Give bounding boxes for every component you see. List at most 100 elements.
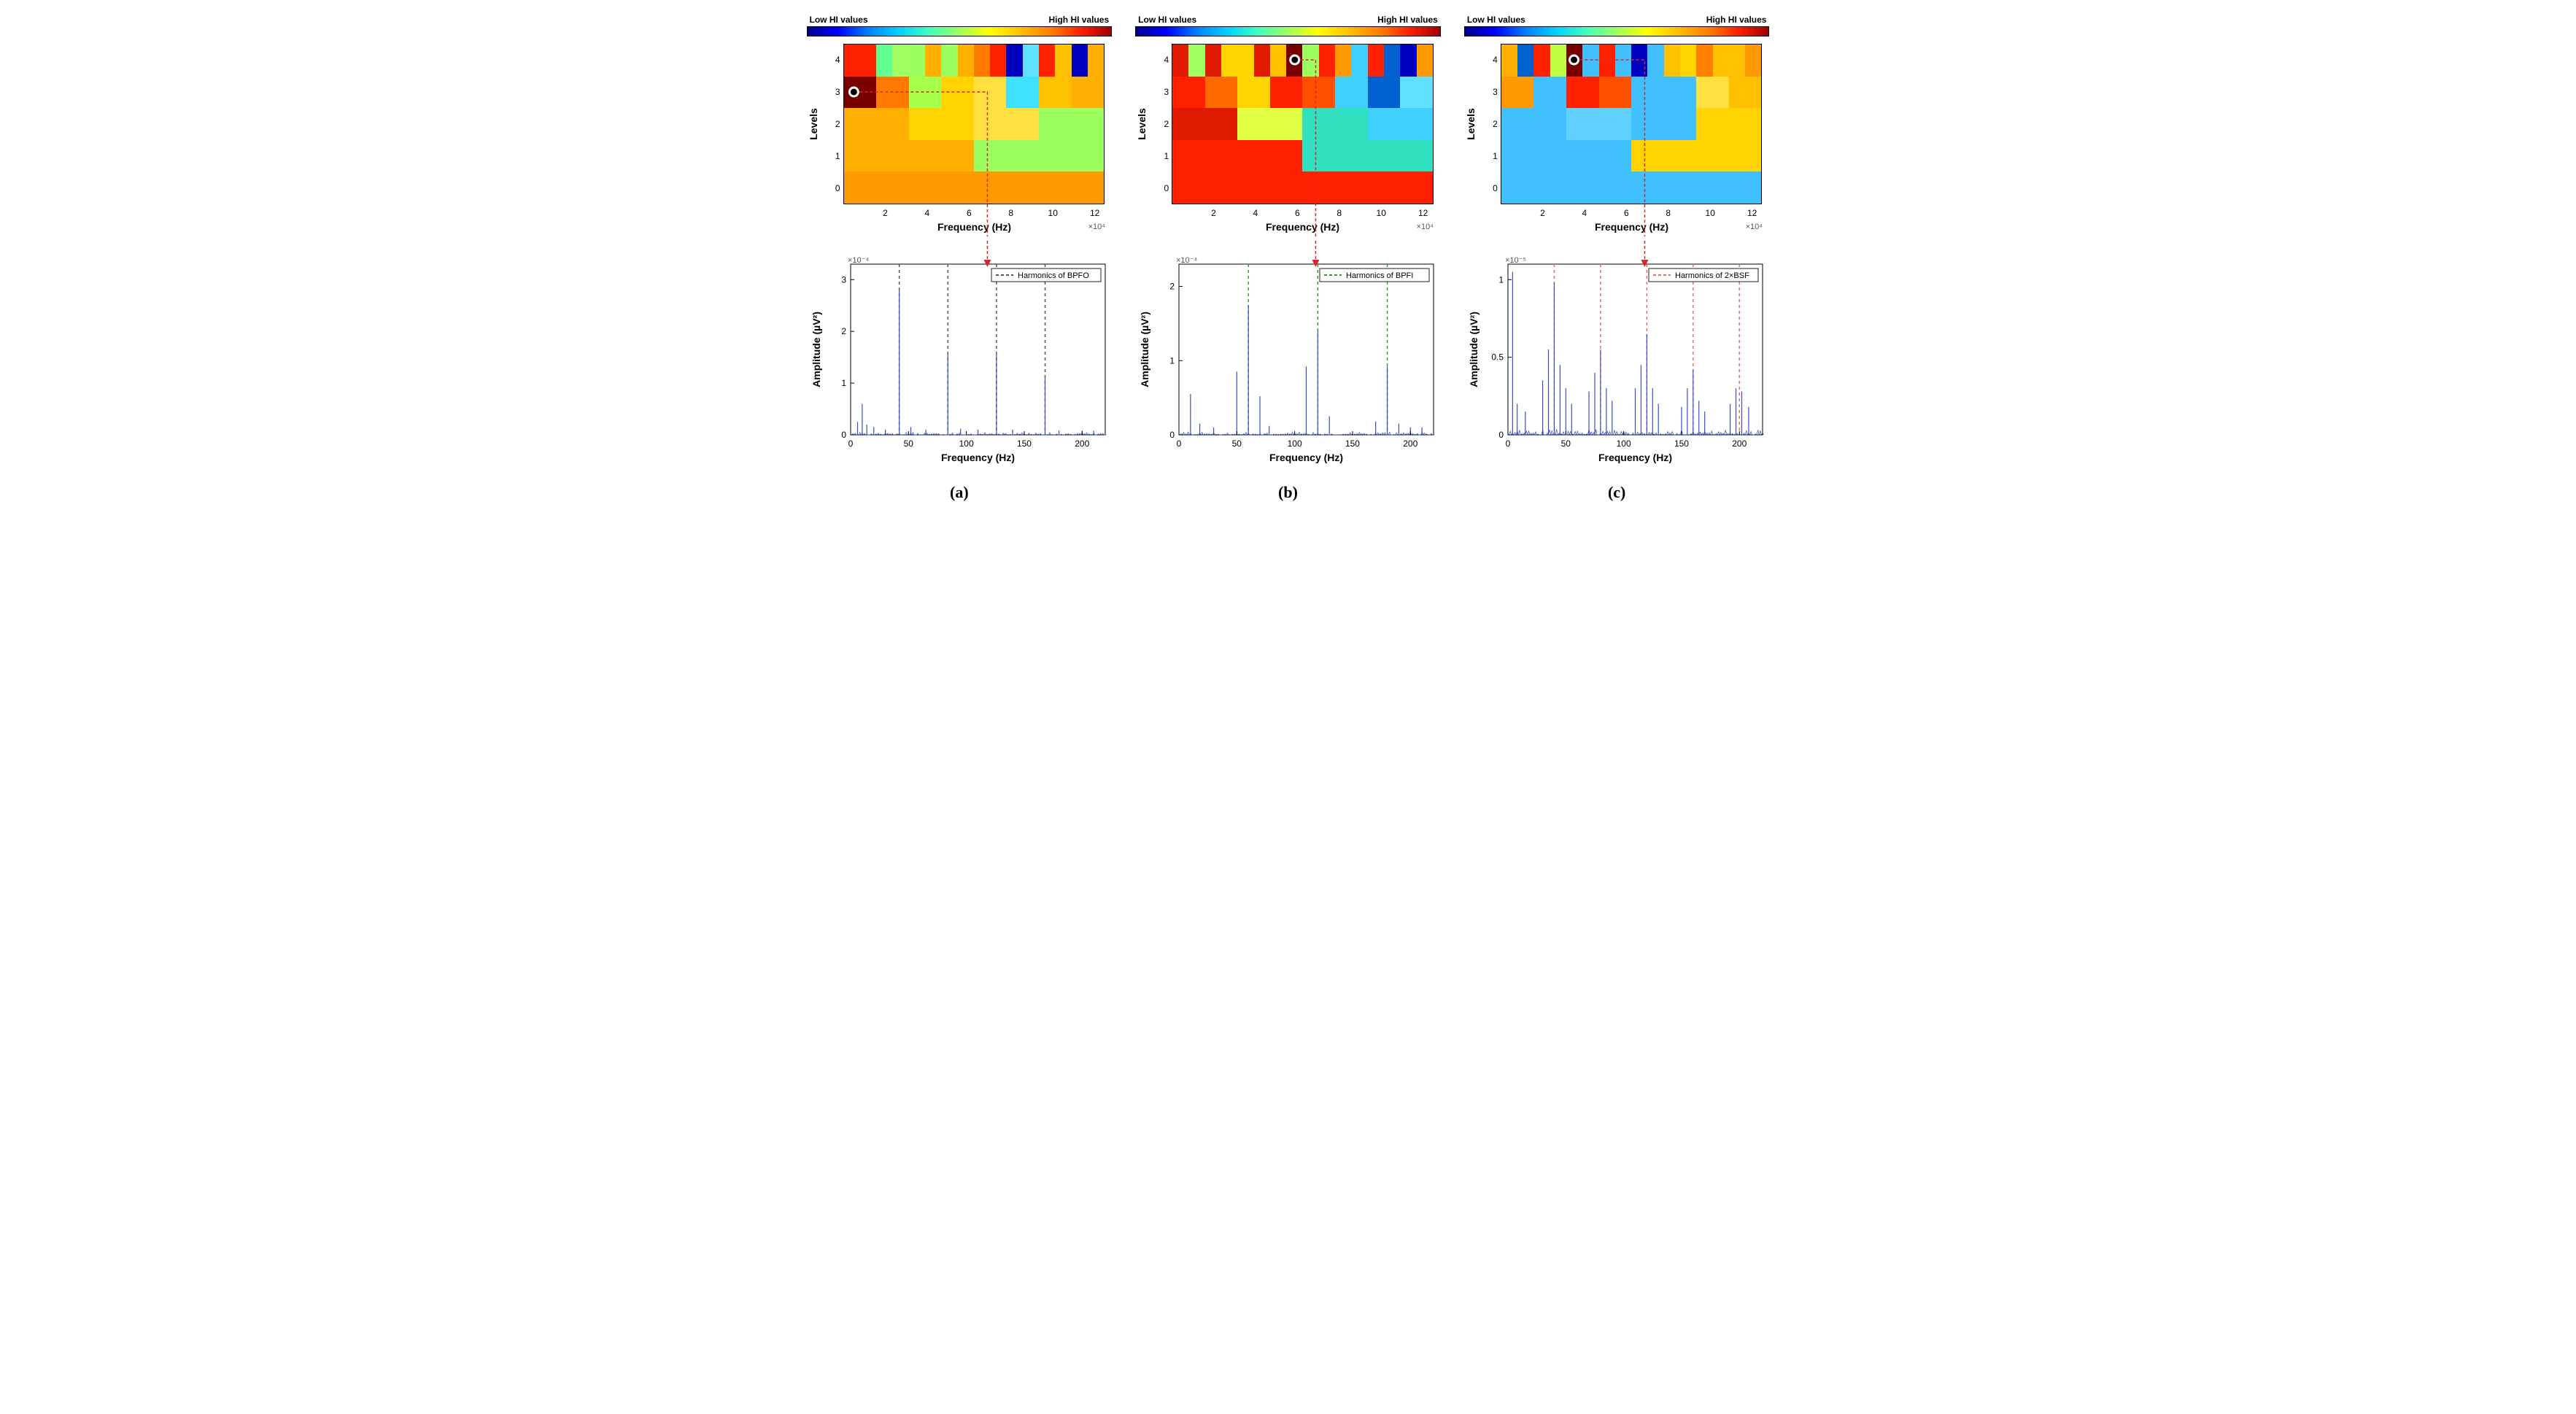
kurtogram-xtick: 4 bbox=[924, 208, 929, 218]
kurtogram-panel-c: Low HI valuesHigh HI values0123424681012… bbox=[1464, 15, 1770, 241]
spectrum-ytick: 0 bbox=[841, 430, 846, 440]
kurtogram-xtick: 4 bbox=[1253, 208, 1258, 218]
kurtogram-xtick: 8 bbox=[1666, 208, 1671, 218]
legend-text: Harmonics of BPFI bbox=[1346, 271, 1413, 280]
colorbar bbox=[1464, 26, 1770, 36]
colorbar-high-label: High HI values bbox=[1706, 15, 1767, 25]
colorbar bbox=[1135, 26, 1441, 36]
spectrum-xtick: 0 bbox=[1505, 439, 1510, 449]
kurtogram-xlabel: Frequency (Hz) bbox=[937, 221, 1010, 233]
kurtogram-xtick: 2 bbox=[1211, 208, 1216, 218]
kurtogram-overlay-svg: 2 4 6 8 10 12 Frequency (Hz) ×10⁴ Levels bbox=[1135, 36, 1441, 241]
spectrum-ytick: 2 bbox=[1169, 282, 1175, 292]
spectrum-ytick: 1 bbox=[1498, 274, 1504, 285]
subplot-caption-a: (a) bbox=[807, 483, 1113, 502]
colorbar-labels: Low HI values High HI values bbox=[1135, 15, 1441, 26]
colorbar-labels: Low HI valuesHigh HI values bbox=[1464, 15, 1770, 26]
spectrum-ylabel: Amplitude (µV²) bbox=[1139, 312, 1150, 387]
spectrum-ylabel: Amplitude (µV²) bbox=[811, 312, 822, 387]
kurtogram-xtick: 12 bbox=[1418, 208, 1428, 218]
spectrum-xtick: 0 bbox=[1177, 439, 1182, 449]
spectrum-xtick: 200 bbox=[1732, 439, 1747, 449]
spectrum-svg: 00.51050100150200Frequency (Hz)Amplitude… bbox=[1464, 252, 1770, 471]
selected-node-marker bbox=[1291, 55, 1299, 64]
spectrum-yexp: ×10⁻⁴ bbox=[1176, 256, 1197, 265]
kurtogram-ylabel: Levels bbox=[1136, 108, 1148, 140]
kurtogram-xtick: 12 bbox=[1747, 208, 1757, 218]
kurtogram-xtick: 6 bbox=[1624, 208, 1629, 218]
spectrum-xtick: 100 bbox=[1616, 439, 1631, 449]
kurtogram-xlabel: Frequency (Hz) bbox=[1266, 221, 1339, 233]
kurtogram-overlay-svg: 2 4 6 8 10 12 Frequency (Hz) ×10⁴ Levels bbox=[1464, 36, 1770, 241]
spectrum-xlabel: Frequency (Hz) bbox=[1269, 452, 1343, 463]
spectrum-xtick: 100 bbox=[959, 439, 973, 449]
spectrum-xlabel: Frequency (Hz) bbox=[1598, 452, 1672, 463]
kurtogram-xtick: 8 bbox=[1337, 208, 1342, 218]
spectrum-xtick: 50 bbox=[1560, 439, 1571, 449]
spectrum-svg: 0 1 2 3 0 50 100 150 200 Frequency (Hz) Amplitude … bbox=[807, 252, 1113, 471]
spectrum-svg: 0 1 2 0 50 100 150 200 Frequency (Hz) Amplitude (… bbox=[1135, 252, 1441, 471]
kurtogram-xtick: 6 bbox=[966, 208, 971, 218]
kurtogram-xtick: 8 bbox=[1008, 208, 1013, 218]
spectrum-xtick: 200 bbox=[1075, 439, 1089, 449]
spectrum-xtick: 150 bbox=[1674, 439, 1689, 449]
spectrum-panel-b: 0 1 2 0 50 100 150 200 Frequency (Hz) Amplitude (… bbox=[1135, 252, 1441, 471]
kurtogram-panel-b: Low HI valuesHigh HI values0123424681012… bbox=[1135, 15, 1441, 241]
subplot-caption-b: (b) bbox=[1135, 483, 1441, 502]
kurtogram-ylabel: Levels bbox=[1465, 108, 1477, 140]
spectrum-legend: Harmonics of 2×BSF bbox=[1649, 268, 1758, 282]
kurtogram-xexp: ×10⁴ bbox=[1088, 223, 1105, 231]
spectrum-xtick: 0 bbox=[848, 439, 853, 449]
spectrum-panel-c: 00.51050100150200Frequency (Hz)Amplitude… bbox=[1464, 252, 1770, 471]
spectrum-xtick: 50 bbox=[903, 439, 913, 449]
spectrum-yexp: ×10⁻⁴ bbox=[848, 256, 869, 265]
colorbar-high-label: High HI values bbox=[1048, 15, 1109, 25]
colorbar bbox=[807, 26, 1113, 36]
kurtogram-xtick: 10 bbox=[1048, 208, 1058, 218]
spectrum-xtick: 200 bbox=[1403, 439, 1417, 449]
connector-arrow-line bbox=[1579, 60, 1644, 236]
kurtogram-axes: 0123424681012Frequency (Hz)×10⁴Levels bbox=[807, 36, 1113, 241]
spectrum-ytick: 0 bbox=[1169, 430, 1175, 440]
kurtogram-xexp: ×10⁴ bbox=[1417, 223, 1434, 231]
spectrum-ytick: 2 bbox=[841, 326, 846, 336]
kurtogram-xtick: 12 bbox=[1089, 208, 1099, 218]
spectrum-plot-area bbox=[851, 264, 1105, 435]
kurtogram-axes: 0123424681012Frequency (Hz)×10⁴Levels bbox=[1135, 36, 1441, 241]
spectrum-xtick: 150 bbox=[1016, 439, 1031, 449]
kurtogram-xexp: ×10⁴ bbox=[1745, 223, 1763, 231]
colorbar-low-label: Low HI values bbox=[1138, 15, 1196, 25]
kurtogram-xtick: 6 bbox=[1295, 208, 1300, 218]
kurtogram-xtick: 2 bbox=[1540, 208, 1545, 218]
colorbar-high-label: High HI values bbox=[1377, 15, 1438, 25]
spectrum-ytick: 1 bbox=[1169, 355, 1175, 366]
spectrum-xtick: 150 bbox=[1345, 439, 1360, 449]
spectrum-panel-a: 0 1 2 3 0 50 100 150 200 Frequency (Hz) Amplitude … bbox=[807, 252, 1113, 471]
spectrum-xtick: 50 bbox=[1232, 439, 1242, 449]
spectrum-yexp: ×10⁻⁵ bbox=[1505, 256, 1526, 265]
spectrum-ylabel: Amplitude (µV²) bbox=[1468, 312, 1480, 387]
spectrum-xlabel: Frequency (Hz) bbox=[940, 452, 1014, 463]
spectrum-legend: Harmonics of BPFO bbox=[991, 268, 1101, 282]
kurtogram-overlay-svg: 24681012Frequency (Hz)×10⁴Levels bbox=[807, 36, 1113, 241]
spectrum-ytick: 3 bbox=[841, 274, 846, 285]
legend-text: Harmonics of 2×BSF bbox=[1675, 271, 1749, 280]
kurtogram-xtick: 10 bbox=[1377, 208, 1387, 218]
subplot-caption-c: (c) bbox=[1464, 483, 1770, 502]
colorbar-low-label: Low HI values bbox=[810, 15, 868, 25]
spectrum-ytick: 0 bbox=[1498, 430, 1504, 440]
kurtogram-panel-a: Low HI valuesHigh HI values0123424681012… bbox=[807, 15, 1113, 241]
spectrum-axes: 00.51050100150200Frequency (Hz)Amplitude… bbox=[1464, 252, 1770, 471]
kurtogram-xtick: 4 bbox=[1582, 208, 1587, 218]
spectrum-axes: 0 1 2 3 0 50 100 150 200 Frequency (Hz) Amplitude … bbox=[807, 252, 1113, 471]
kurtogram-ylabel: Levels bbox=[808, 108, 819, 140]
spectrum-legend: Harmonics of BPFI bbox=[1320, 268, 1429, 282]
kurtogram-xtick: 10 bbox=[1705, 208, 1715, 218]
spectrum-xtick: 100 bbox=[1288, 439, 1302, 449]
kurtogram-xlabel: Frequency (Hz) bbox=[1595, 221, 1668, 233]
selected-node-marker bbox=[1569, 55, 1578, 64]
kurtogram-axes: 0123424681012Frequency (Hz)×10⁴Levels bbox=[1464, 36, 1770, 241]
spectrum-ytick: 1 bbox=[841, 378, 846, 388]
colorbar-labels: Low HI values High HI values bbox=[807, 15, 1113, 26]
connector-arrow-line bbox=[1301, 60, 1316, 236]
